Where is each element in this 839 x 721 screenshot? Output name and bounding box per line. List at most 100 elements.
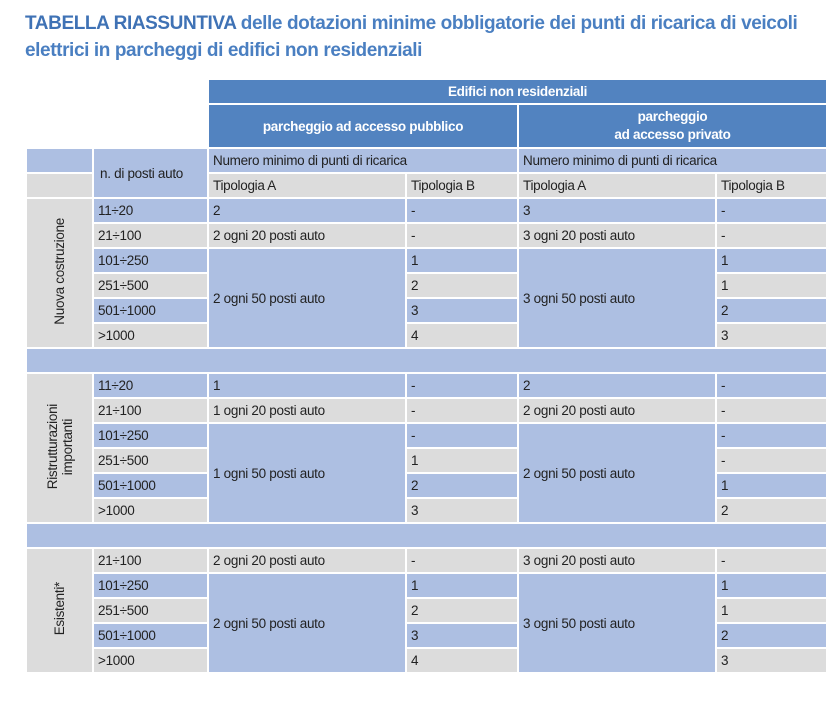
public-tipologia-b-cell: 4 — [405, 647, 519, 674]
public-tipologia-b-cell: 3 — [405, 622, 519, 649]
private-tipologia-a-cell: 3 ogni 20 posti auto — [517, 222, 717, 249]
section-label-cell: Ristrutturazioni importanti — [25, 372, 94, 524]
posti-auto-cell: 251÷500 — [92, 447, 209, 474]
public-tipologia-b-cell: - — [405, 197, 519, 224]
public-tipologia-b-cell: 3 — [405, 297, 519, 324]
posti-auto-cell: >1000 — [92, 322, 209, 349]
private-tipologia-a-cell: 2 ogni 50 posti auto — [517, 422, 717, 524]
public-tipologia-b-cell: 2 — [405, 272, 519, 299]
posti-auto-cell: 501÷1000 — [92, 472, 209, 499]
table-row: 101÷250 2 ogni 50 posti auto 1 3 ogni 50 po… — [26, 572, 828, 674]
public-tipologia-b-cell: 2 — [405, 472, 519, 499]
posti-auto-cell: 101÷250 — [92, 422, 209, 449]
section-label: Nuova costruzione — [52, 218, 67, 325]
section-label-cell: Esistenti* — [25, 547, 94, 674]
private-tipologia-b-cell: 2 — [715, 622, 828, 649]
table-row: Ristrutturazioni importanti 11÷20 1-2- — [25, 372, 828, 524]
public-tipologia-a-cell: 2 ogni 50 posti auto — [207, 572, 407, 674]
private-tipologia-b-cell: 3 — [715, 322, 828, 349]
public-tipologia-b-cell: 1 — [405, 247, 519, 274]
public-tipologia-a-cell: 2 ogni 50 posti auto — [207, 247, 407, 349]
private-tipologia-b-cell: - — [715, 372, 828, 399]
private-tipologia-b-cell: - — [715, 547, 828, 574]
private-tipologia-b-cell: - — [715, 397, 828, 424]
public-tipologia-a-cell: 2 — [207, 197, 407, 224]
corner-cell — [25, 147, 94, 174]
section-label: Ristrutturazioni importanti — [44, 403, 75, 490]
table-row: 251÷500 2 1 — [26, 272, 828, 299]
section-label-cell: Nuova costruzione — [25, 197, 94, 349]
title-rest: delle dotazioni minime obbligatorie dei … — [25, 13, 798, 61]
public-tipologia-b-cell: - — [405, 422, 519, 449]
empty-corner — [25, 78, 209, 105]
section-spacer — [25, 347, 828, 374]
private-tipologia-b-cell: 1 — [715, 247, 828, 274]
posti-auto-cell: 251÷500 — [92, 272, 209, 299]
table-row: 101÷250 1 ogni 50 posti auto -2 ogni 50 po… — [26, 422, 828, 524]
private-tipologia-b-cell: 1 — [715, 272, 828, 299]
header-public: parcheggio ad accesso pubblico — [207, 103, 519, 149]
public-tipologia-a-cell: 2 ogni 20 posti auto — [207, 222, 407, 249]
header-private: parcheggio ad accesso privato — [517, 103, 828, 149]
posti-auto-cell: 251÷500 — [92, 597, 209, 624]
posti-auto-cell: 101÷250 — [92, 247, 209, 274]
private-tipologia-a-cell: 2 ogni 20 posti auto — [517, 397, 717, 424]
table-row: >1000 4 3 — [26, 647, 828, 674]
table-row: 501÷1000 3 2 — [26, 622, 828, 649]
posti-auto-cell: >1000 — [92, 647, 209, 674]
section-spacer — [25, 522, 828, 549]
section-label: Esistenti* — [52, 582, 67, 636]
public-tipologia-a-cell: 1 ogni 20 posti auto — [207, 397, 407, 424]
posti-auto-cell: 501÷1000 — [92, 297, 209, 324]
header-tipologia-b-public: Tipologia B — [405, 172, 519, 199]
public-tipologia-a-cell: 1 ogni 50 posti auto — [207, 422, 407, 524]
private-tipologia-a-cell: 3 — [517, 197, 717, 224]
table-row: 501÷1000 3 2 — [26, 297, 828, 324]
private-tipologia-b-cell: 2 — [715, 497, 828, 524]
public-tipologia-a-cell: 1 — [207, 372, 407, 399]
table-row: >1000 4 3 — [26, 322, 828, 349]
posti-auto-cell: 21÷100 — [92, 397, 209, 424]
public-tipologia-b-cell: - — [405, 397, 519, 424]
table-row: 21÷100 1 ogni 20 posti auto -2 ogni 20 pos… — [26, 397, 828, 424]
private-tipologia-b-cell: 1 — [715, 572, 828, 599]
header-row-tipologia: Tipologia A Tipologia B Tipologia A Tipo… — [25, 172, 828, 199]
header-row-numero: n. di posti auto Numero minimo di punti … — [25, 147, 828, 199]
public-tipologia-b-cell: 3 — [405, 497, 519, 524]
public-tipologia-b-cell: 1 — [405, 447, 519, 474]
private-tipologia-b-cell: - — [715, 447, 828, 474]
posti-auto-cell: 501÷1000 — [92, 622, 209, 649]
empty-corner — [25, 103, 209, 149]
table-row: 501÷1000 2 1 — [26, 472, 828, 499]
private-tipologia-b-cell: 1 — [715, 472, 828, 499]
header-posti: n. di posti auto — [92, 147, 209, 199]
posti-auto-cell: 101÷250 — [92, 572, 209, 599]
private-tipologia-b-cell: - — [715, 197, 828, 224]
header-tipologia-a-private: Tipologia A — [517, 172, 717, 199]
posti-auto-cell: 21÷100 — [92, 222, 209, 249]
posti-auto-cell: >1000 — [92, 497, 209, 524]
private-tipologia-b-cell: - — [715, 422, 828, 449]
private-tipologia-a-cell: 3 ogni 50 posti auto — [517, 247, 717, 349]
header-numero-private: Numero minimo di punti di ricarica — [517, 147, 828, 174]
header-numero-public: Numero minimo di punti di ricarica — [207, 147, 519, 174]
public-tipologia-a-cell: 2 ogni 20 posti auto — [207, 547, 407, 574]
header-row-group: Edifici non residenziali — [25, 78, 828, 105]
header-group: Edifici non residenziali — [207, 78, 828, 105]
private-tipologia-a-cell: 3 ogni 50 posti auto — [517, 572, 717, 674]
spacer-cell — [25, 522, 828, 549]
table-row: >1000 3 2 — [26, 497, 828, 524]
private-tipologia-b-cell: 2 — [715, 297, 828, 324]
private-tipologia-a-cell: 2 — [517, 372, 717, 399]
table-row: Esistenti* 21÷100 2 ogni 20 posti auto -3 o… — [25, 547, 828, 674]
private-tipologia-b-cell: 1 — [715, 597, 828, 624]
table-row: 21÷100 2 ogni 20 posti auto -3 ogni 20 pos… — [26, 222, 828, 249]
spacer-cell — [25, 347, 828, 374]
corner-cell — [25, 172, 94, 199]
public-tipologia-b-cell: 4 — [405, 322, 519, 349]
header-row-parking: parcheggio ad accesso pubblico parcheggi… — [25, 103, 828, 149]
private-tipologia-a-cell: 3 ogni 20 posti auto — [517, 547, 717, 574]
public-tipologia-b-cell: 2 — [405, 597, 519, 624]
table-row: 101÷250 2 ogni 50 posti auto 1 3 ogni 50 po… — [26, 247, 828, 349]
posti-auto-cell: 11÷20 — [92, 197, 209, 224]
